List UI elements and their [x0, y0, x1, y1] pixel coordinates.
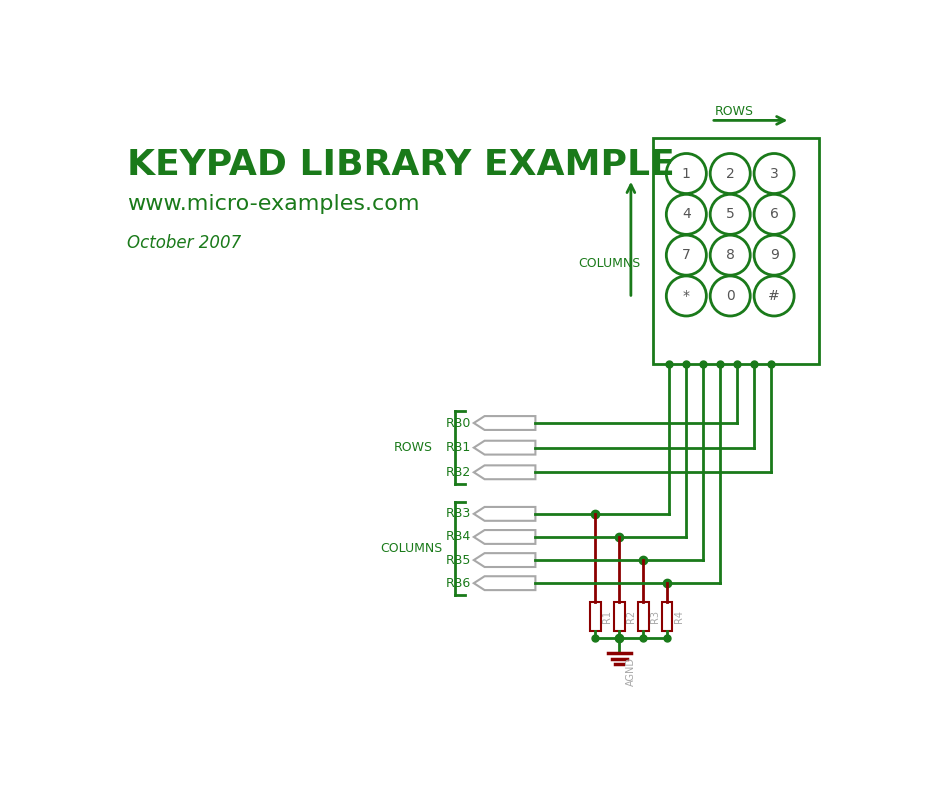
- Text: RB3: RB3: [445, 508, 470, 520]
- Circle shape: [667, 153, 707, 194]
- Text: 3: 3: [770, 167, 779, 180]
- Bar: [662, 602, 672, 631]
- Circle shape: [754, 153, 795, 194]
- Text: 9: 9: [770, 248, 779, 263]
- Text: #: #: [769, 289, 780, 303]
- Text: RB1: RB1: [445, 441, 470, 454]
- Text: 4: 4: [682, 207, 691, 221]
- Text: *: *: [682, 289, 690, 303]
- Bar: [614, 602, 625, 631]
- Circle shape: [710, 276, 750, 316]
- Circle shape: [667, 195, 707, 235]
- Text: ROWS: ROWS: [394, 441, 432, 454]
- Circle shape: [710, 195, 750, 235]
- Polygon shape: [474, 576, 535, 590]
- Text: RB4: RB4: [445, 531, 470, 543]
- Polygon shape: [474, 416, 535, 430]
- Text: RB5: RB5: [445, 554, 470, 567]
- Bar: [590, 602, 601, 631]
- Text: COLUMNS: COLUMNS: [579, 257, 641, 270]
- Text: COLUMNS: COLUMNS: [380, 542, 442, 555]
- Text: 5: 5: [726, 207, 734, 221]
- Text: 0: 0: [726, 289, 734, 303]
- Circle shape: [667, 235, 707, 275]
- Text: AGND: AGND: [625, 657, 635, 686]
- Text: R2: R2: [626, 610, 636, 623]
- Bar: [653, 138, 819, 364]
- Text: 1: 1: [682, 167, 691, 180]
- Text: R1: R1: [603, 610, 612, 622]
- Polygon shape: [474, 440, 535, 455]
- Polygon shape: [474, 553, 535, 567]
- Text: October 2007: October 2007: [127, 235, 242, 252]
- Polygon shape: [474, 507, 535, 521]
- Text: R3: R3: [650, 610, 660, 622]
- Polygon shape: [474, 465, 535, 480]
- Text: www.micro-examples.com: www.micro-examples.com: [127, 195, 419, 215]
- Text: R4: R4: [674, 610, 684, 622]
- Polygon shape: [474, 530, 535, 544]
- Text: 6: 6: [770, 207, 779, 221]
- Text: RB6: RB6: [445, 577, 470, 590]
- Text: RB2: RB2: [445, 466, 470, 479]
- Text: ROWS: ROWS: [715, 105, 754, 118]
- Circle shape: [710, 235, 750, 275]
- Text: 7: 7: [682, 248, 691, 263]
- Text: RB0: RB0: [445, 417, 470, 429]
- Bar: [638, 602, 648, 631]
- Text: 8: 8: [726, 248, 734, 263]
- Text: KEYPAD LIBRARY EXAMPLE: KEYPAD LIBRARY EXAMPLE: [127, 148, 675, 182]
- Circle shape: [710, 153, 750, 194]
- Circle shape: [754, 195, 795, 235]
- Circle shape: [667, 276, 707, 316]
- Circle shape: [754, 276, 795, 316]
- Circle shape: [754, 235, 795, 275]
- Text: 2: 2: [726, 167, 734, 180]
